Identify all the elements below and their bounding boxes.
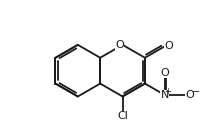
Text: −: −: [192, 87, 200, 97]
Text: O: O: [115, 40, 124, 50]
Text: N: N: [160, 90, 169, 100]
Text: O: O: [164, 41, 173, 51]
Text: O: O: [160, 68, 169, 78]
Text: +: +: [164, 87, 171, 96]
Text: O: O: [185, 90, 194, 100]
Text: Cl: Cl: [117, 111, 128, 121]
